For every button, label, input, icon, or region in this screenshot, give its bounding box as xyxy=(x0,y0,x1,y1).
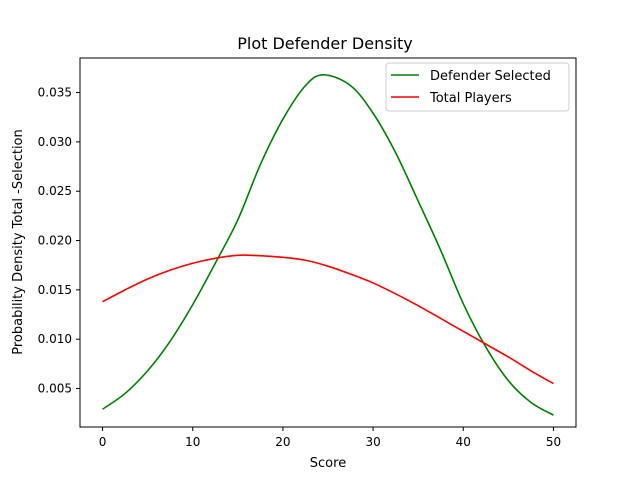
y-tick-label: 0.010 xyxy=(38,332,72,346)
y-axis: 0.005 0.010 0.015 0.020 0.025 0.030 0.035 xyxy=(38,86,80,396)
legend-label: Defender Selected xyxy=(430,69,551,84)
x-axis-label: Score xyxy=(310,456,346,471)
y-tick-label: 0.025 xyxy=(38,184,72,198)
x-tick-label: 20 xyxy=(275,435,290,449)
series-line-2 xyxy=(102,254,554,385)
plot-lines xyxy=(102,73,554,416)
x-tick-label: 10 xyxy=(185,435,200,449)
x-tick-label: 50 xyxy=(546,435,561,449)
y-tick-label: 0.030 xyxy=(38,135,72,149)
y-axis-label: Probability Density Total -Selection xyxy=(11,129,26,355)
series-line-1 xyxy=(102,73,554,416)
x-axis: 0 10 20 30 40 50 xyxy=(99,427,561,449)
y-tick-label: 0.035 xyxy=(38,86,72,100)
y-tick-label: 0.005 xyxy=(38,382,72,396)
legend: Defender Selected Total Players xyxy=(385,62,570,112)
x-tick-label: 0 xyxy=(99,435,107,449)
x-tick-label: 40 xyxy=(456,435,471,449)
y-tick-label: 0.020 xyxy=(38,234,72,248)
legend-label: Total Players xyxy=(429,91,512,106)
y-tick-label: 0.015 xyxy=(38,283,72,297)
legend-frame xyxy=(385,62,570,112)
x-tick-label: 30 xyxy=(365,435,380,449)
plot-frame xyxy=(79,57,577,428)
chart-title: Plot Defender Density xyxy=(237,34,413,53)
